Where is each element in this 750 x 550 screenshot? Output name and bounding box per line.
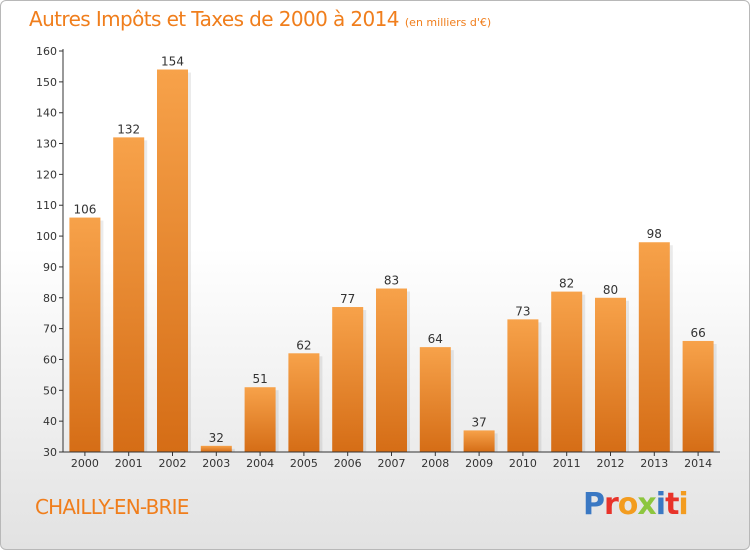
x-tick-label: 2007 [378,457,406,470]
logo-letter: r [604,487,619,522]
x-tick-label: 2001 [115,457,143,470]
y-tick-label: 80 [43,292,57,305]
y-tick-label: 70 [43,323,57,336]
y-tick-label: 60 [43,353,57,366]
y-tick-label: 130 [36,138,57,151]
bar [200,445,232,452]
logo-letter: x [637,487,656,522]
bar [419,347,451,452]
bar-value-label: 51 [252,372,267,386]
proxiti-logo: Proxiti [583,487,689,522]
x-tick-label: 2013 [640,457,668,470]
x-tick-label: 2014 [684,457,712,470]
y-tick-label: 50 [43,384,57,397]
bar-value-label: 64 [428,332,443,346]
bar [551,291,583,452]
bar [69,217,101,452]
y-tick-label: 120 [36,168,57,181]
bar-value-label: 80 [603,283,618,297]
y-axis: 30 40 50 60 70 80 90 100 110 120 130 140 150 160 [36,45,64,459]
commune-name: CHAILLY-EN-BRIE [35,495,189,519]
logo-letter: t [665,487,679,522]
x-tick-label: 2004 [246,457,274,470]
bar [463,430,495,452]
x-tick-label: 2005 [290,457,318,470]
chart-unit: (en milliers d'€) [404,16,492,29]
y-tick-label: 160 [36,45,57,58]
y-tick-label: 40 [43,415,57,428]
bars: 106 132 154 32 51 62 77 83 64 37 73 82 80 98 66 [69,55,717,452]
y-tick-label: 150 [36,76,57,89]
bar-value-label: 32 [209,431,224,445]
bar-value-label: 66 [690,326,705,340]
bar-value-label: 106 [73,203,96,217]
x-tick-label: 2000 [71,457,99,470]
x-tick-label: 2006 [334,457,362,470]
bar [244,387,276,452]
x-axis: 2000 2001 2002 2003 2004 2005 2006 2007 2008 2009… [63,451,720,470]
bar-value-label: 73 [515,304,530,318]
y-tick-label: 30 [43,446,57,459]
bar [157,69,188,452]
y-tick-label: 100 [36,230,57,243]
bar-value-label: 37 [471,415,486,429]
bar [682,340,714,452]
bar [332,307,364,452]
bar-value-label: 98 [647,227,662,241]
bar [638,242,670,452]
chart-title-text: Autres Impôts et Taxes de 2000 à 2014 [29,7,399,31]
bar-value-label: 83 [384,274,399,288]
x-tick-label: 2012 [597,457,625,470]
x-tick-label: 2002 [159,457,187,470]
x-tick-label: 2010 [509,457,537,470]
x-tick-label: 2011 [553,457,581,470]
bar [288,353,320,452]
y-tick-label: 90 [43,261,57,274]
logo-letter: i [655,487,666,522]
x-tick-label: 2003 [202,457,230,470]
x-tick-label: 2009 [465,457,493,470]
bar [113,137,145,452]
bar-value-label: 77 [340,292,355,306]
bar [507,319,539,452]
logo-letter: P [583,487,605,522]
bar-value-label: 132 [117,122,140,136]
chart-title: Autres Impôts et Taxes de 2000 à 2014 (en… [29,7,491,31]
logo-letter: i [678,487,688,522]
x-tick-label: 2008 [421,457,449,470]
y-tick-label: 110 [36,199,57,212]
y-tick-label: 140 [36,107,57,120]
bar-value-label: 62 [296,338,311,352]
bar-value-label: 82 [559,277,574,291]
bar [376,288,407,452]
bar-value-label: 154 [161,55,184,69]
bar [595,297,626,452]
logo-letter: o [617,487,639,522]
